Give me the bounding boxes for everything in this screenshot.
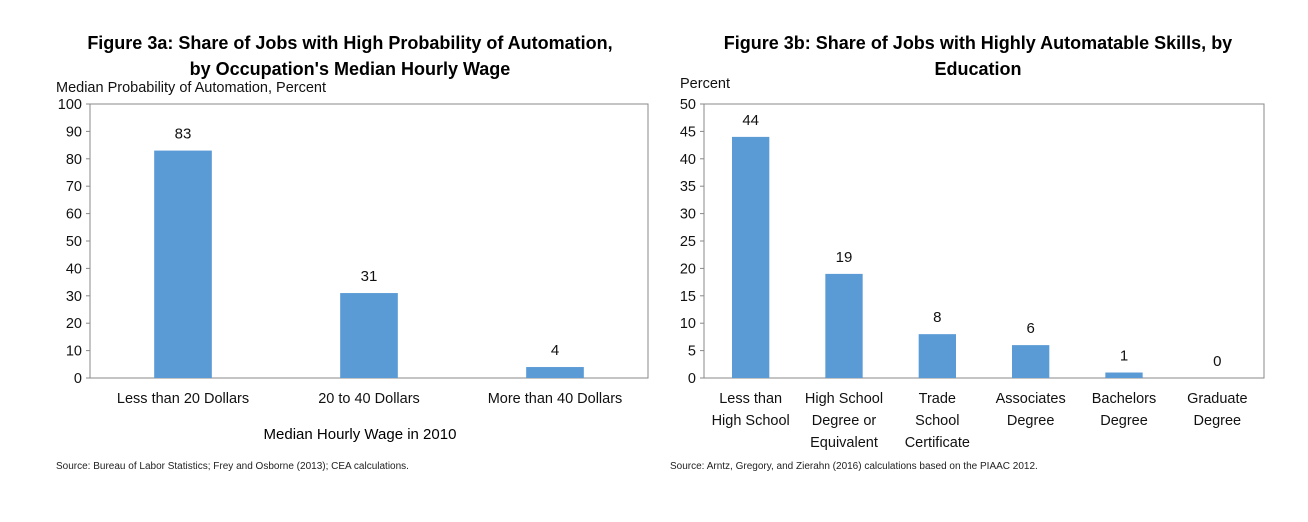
- category-label: Trade School Certificate: [905, 391, 970, 451]
- y-tick-label: 40: [680, 152, 696, 168]
- y-tick-label: 50: [680, 97, 696, 113]
- y-tick-label: 0: [688, 371, 696, 387]
- y-tick-label: 50: [66, 234, 82, 250]
- y-tick-label: 60: [66, 207, 82, 223]
- category-label: More than 40 Dollars: [488, 391, 623, 407]
- category-label: High School Degree or Equivalent: [805, 391, 883, 451]
- chart-title: Figure 3a: Share of Jobs with High Proba…: [87, 33, 613, 79]
- data-label: 1: [1120, 348, 1128, 365]
- y-tick-label: 0: [74, 371, 82, 387]
- y-tick-label: 35: [680, 179, 696, 195]
- category-label: 20 to 40 Dollars: [318, 391, 420, 407]
- data-label: 0: [1213, 353, 1221, 370]
- y-tick-label: 80: [66, 152, 82, 168]
- category-label: Graduate Degree: [1187, 391, 1247, 429]
- category-label: Associates Degree: [996, 391, 1066, 429]
- y-tick-label: 10: [680, 316, 696, 332]
- source-note: Source: Arntz, Gregory, and Zierahn (201…: [670, 461, 1038, 472]
- y-tick-label: 10: [66, 344, 82, 360]
- bar: [526, 367, 584, 378]
- y-tick-label: 25: [680, 234, 696, 250]
- data-label: 4: [551, 342, 559, 359]
- bar: [825, 273, 863, 378]
- data-label: 19: [836, 249, 853, 266]
- y-tick-label: 45: [680, 124, 696, 140]
- bar: [1012, 345, 1050, 378]
- chart-title: Figure 3b: Share of Jobs with Highly Aut…: [723, 33, 1233, 79]
- category-label: Bachelors Degree: [1092, 391, 1156, 429]
- x-axis-label: Median Hourly Wage in 2010: [263, 426, 457, 443]
- bar: [918, 334, 956, 378]
- data-label: 6: [1026, 320, 1034, 337]
- data-label: 31: [361, 268, 378, 285]
- y-axis-label: Median Probability of Automation, Percen…: [56, 80, 327, 96]
- y-tick-label: 15: [680, 289, 696, 305]
- data-label: 8: [933, 309, 941, 326]
- data-label: 83: [175, 126, 192, 143]
- bar-chart-3a: 0 10 20 30 40 50 60 70 80 90 100 83 Less than 20 Dol…: [58, 97, 649, 407]
- bar: [154, 150, 212, 378]
- y-tick-label: 30: [680, 207, 696, 223]
- category-label: Less than 20 Dollars: [117, 391, 249, 407]
- category-label: Less than High School: [712, 391, 790, 429]
- y-tick-label: 20: [66, 316, 82, 332]
- y-tick-label: 100: [58, 97, 82, 113]
- bar: [340, 293, 398, 378]
- data-label: 44: [742, 112, 759, 129]
- plot-area: [703, 103, 1265, 379]
- y-tick-label: 90: [66, 124, 82, 140]
- y-tick-label: 40: [66, 261, 82, 277]
- y-tick-label: 20: [680, 261, 696, 277]
- bar: [1105, 372, 1143, 378]
- source-note: Source: Bureau of Labor Statistics; Frey…: [56, 461, 409, 472]
- y-axis-label: Percent: [680, 76, 730, 92]
- y-tick-label: 5: [688, 344, 696, 360]
- bar: [732, 136, 770, 378]
- y-tick-label: 70: [66, 179, 82, 195]
- y-tick-label: 30: [66, 289, 82, 305]
